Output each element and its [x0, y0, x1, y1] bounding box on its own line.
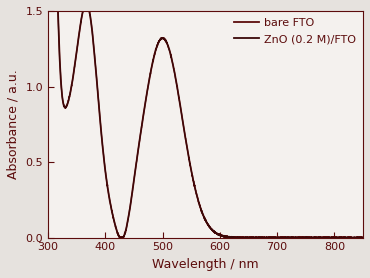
- Y-axis label: Absorbance / a.u.: Absorbance / a.u.: [7, 70, 20, 179]
- X-axis label: Wavelength / nm: Wavelength / nm: [152, 258, 259, 271]
- Line: bare FTO: bare FTO: [48, 11, 363, 238]
- ZnO (0.2 M)/FTO: [180, 118, 185, 122]
- bare FTO: [82, 9, 86, 13]
- bare FTO: [118, 236, 122, 239]
- ZnO (0.2 M)/FTO: [321, 236, 325, 239]
- bare FTO: [180, 118, 185, 122]
- bare FTO: [361, 236, 365, 239]
- ZnO (0.2 M)/FTO: [82, 9, 86, 13]
- bare FTO: [100, 145, 105, 148]
- ZnO (0.2 M)/FTO: [46, 9, 50, 13]
- ZnO (0.2 M)/FTO: [361, 236, 365, 239]
- bare FTO: [321, 236, 325, 239]
- Legend: bare FTO, ZnO (0.2 M)/FTO: bare FTO, ZnO (0.2 M)/FTO: [230, 13, 361, 49]
- ZnO (0.2 M)/FTO: [100, 145, 105, 149]
- Line: ZnO (0.2 M)/FTO: ZnO (0.2 M)/FTO: [48, 11, 363, 238]
- bare FTO: [355, 236, 359, 239]
- ZnO (0.2 M)/FTO: [167, 47, 171, 50]
- ZnO (0.2 M)/FTO: [355, 236, 359, 239]
- bare FTO: [167, 47, 171, 50]
- ZnO (0.2 M)/FTO: [118, 236, 122, 239]
- bare FTO: [46, 9, 50, 13]
